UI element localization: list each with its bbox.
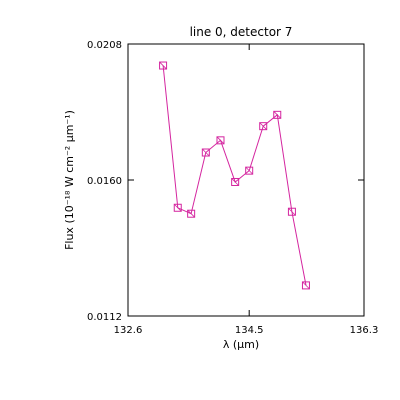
data-point-marker bbox=[187, 209, 196, 218]
y-tick-label: 0.0208 bbox=[87, 40, 122, 51]
x-axis: 132.6 134.5 136.3 bbox=[114, 44, 379, 336]
data-point-marker-cross bbox=[259, 122, 268, 130]
data-point-marker-cross bbox=[159, 61, 167, 70]
plot-frame bbox=[127, 43, 365, 317]
data-point-marker bbox=[245, 166, 254, 175]
x-tick-label: 136.3 bbox=[350, 325, 379, 336]
y-axis: 0.0112 0.0160 0.0208 bbox=[87, 40, 364, 323]
y-tick-label: 0.0160 bbox=[87, 176, 122, 187]
data-point-marker-cross bbox=[173, 203, 182, 212]
series-line bbox=[162, 65, 307, 286]
data-point-marker bbox=[216, 136, 225, 145]
data-point-marker bbox=[287, 207, 296, 216]
data-point-marker-cross bbox=[273, 111, 282, 119]
data-point-marker bbox=[259, 122, 268, 131]
data-point-marker-cross bbox=[288, 207, 296, 216]
data-point-marker bbox=[201, 148, 210, 157]
data-point-marker bbox=[173, 203, 182, 212]
chart-title: line 0, detector 7 bbox=[190, 25, 293, 39]
x-tick-label: 134.5 bbox=[235, 325, 264, 336]
data-point-marker bbox=[301, 281, 310, 290]
data-point-marker-cross bbox=[302, 281, 310, 290]
x-tick-label: 132.6 bbox=[114, 325, 143, 336]
data-point-marker bbox=[231, 177, 240, 186]
data-point-marker-cross bbox=[245, 166, 253, 175]
data-point-marker-cross bbox=[187, 209, 195, 218]
data-point-marker-cross bbox=[231, 178, 239, 186]
data-point-marker-cross bbox=[202, 148, 210, 157]
x-axis-label: λ (μm) bbox=[223, 338, 259, 351]
y-tick-label: 0.0112 bbox=[87, 312, 122, 323]
y-axis-label: Flux (10⁻¹⁸ W cm⁻² μm⁻¹) bbox=[63, 110, 76, 250]
series-layer bbox=[159, 61, 310, 290]
data-point-marker bbox=[273, 110, 282, 119]
data-point-marker-cross bbox=[216, 136, 225, 145]
data-point-marker bbox=[159, 61, 168, 70]
